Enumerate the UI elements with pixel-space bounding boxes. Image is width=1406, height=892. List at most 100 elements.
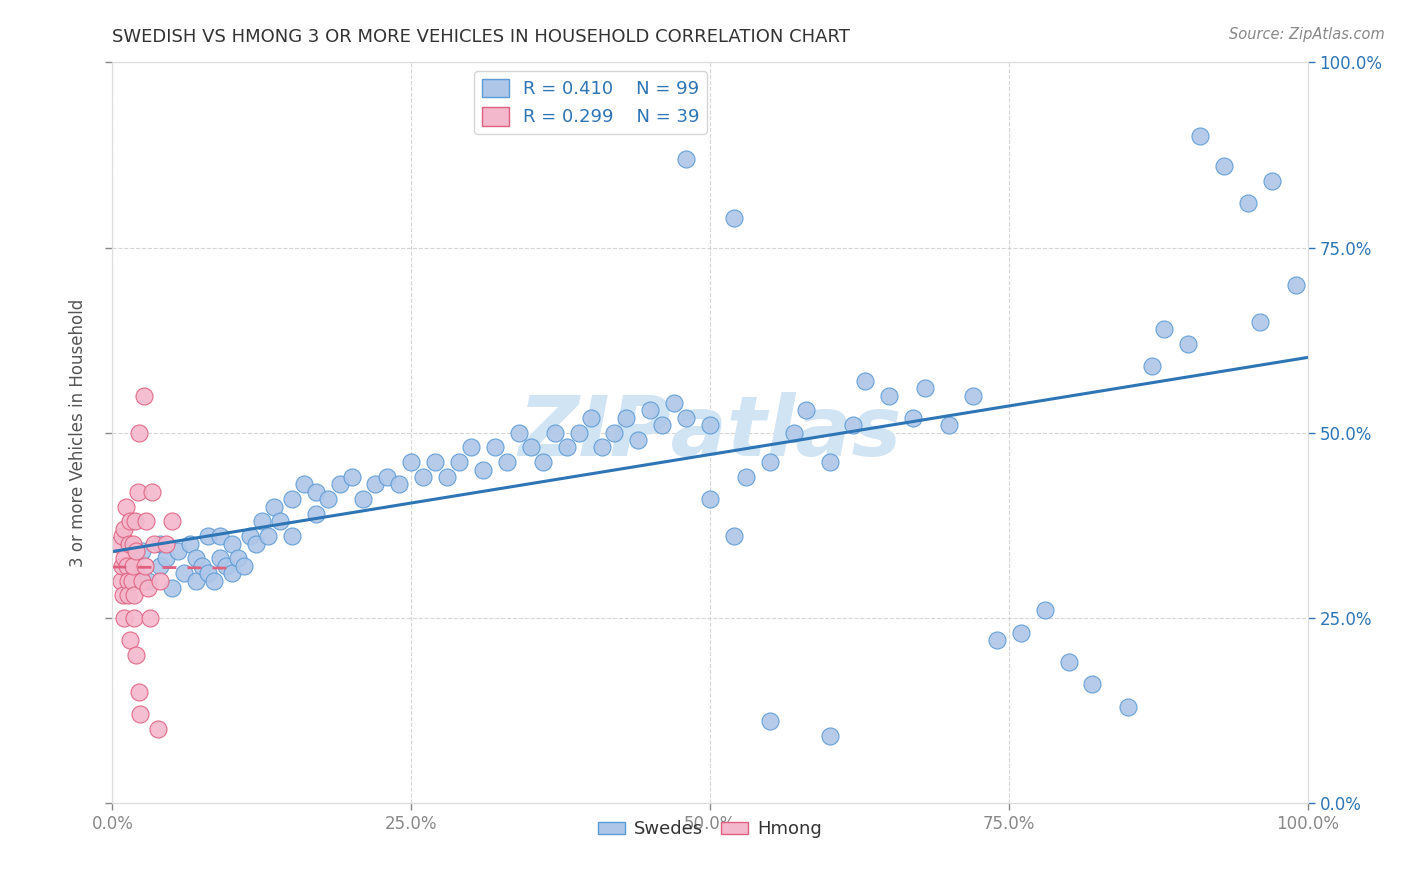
Point [496, 455, 519, 469]
Point [120, 515, 142, 529]
Point [1033, 603, 1056, 617]
Point [186, 551, 208, 566]
Point [1237, 196, 1260, 211]
Point [818, 455, 841, 469]
Point [186, 574, 208, 588]
Point [723, 211, 745, 225]
Point [209, 529, 232, 543]
Point [129, 706, 152, 721]
Point [329, 477, 352, 491]
Point [269, 515, 291, 529]
Point [110, 574, 132, 588]
Point [121, 536, 143, 550]
Point [938, 418, 960, 433]
Point [616, 410, 638, 425]
Point [484, 441, 506, 455]
Point [842, 418, 865, 433]
Y-axis label: 3 or more Vehicles in Household: 3 or more Vehicles in Household [69, 299, 87, 566]
Point [149, 558, 172, 573]
Point [162, 581, 183, 595]
Point [117, 589, 139, 603]
Point [292, 477, 315, 491]
Point [735, 470, 758, 484]
Point [112, 589, 135, 603]
Point [281, 492, 304, 507]
Point [759, 455, 782, 469]
Point [794, 403, 817, 417]
Point [250, 515, 273, 529]
Point [914, 381, 936, 395]
Point [1249, 314, 1271, 328]
Point [114, 500, 136, 514]
Point [316, 492, 339, 507]
Point [1142, 359, 1164, 373]
Point [263, 500, 285, 514]
Point [114, 610, 135, 624]
Point [879, 388, 901, 402]
Point [281, 529, 304, 543]
Point [128, 685, 150, 699]
Point [209, 551, 232, 566]
Point [508, 425, 530, 440]
Point [1285, 277, 1308, 292]
Point [592, 441, 614, 455]
Point [155, 536, 177, 550]
Point [699, 418, 721, 433]
Point [723, 529, 745, 543]
Point [239, 529, 262, 543]
Point [114, 522, 135, 536]
Point [107, 536, 129, 550]
Point [305, 484, 328, 499]
Text: ZIP​atlas: ZIP​atlas [519, 392, 901, 473]
Point [759, 714, 782, 729]
Point [401, 455, 423, 469]
Point [640, 403, 662, 417]
Point [115, 558, 138, 573]
Point [627, 433, 650, 447]
Point [191, 558, 214, 573]
Point [412, 470, 434, 484]
Point [962, 388, 984, 402]
Point [986, 632, 1008, 647]
Point [131, 574, 153, 588]
Point [520, 441, 543, 455]
Point [162, 515, 183, 529]
Point [531, 455, 554, 469]
Point [132, 388, 155, 402]
Point [167, 544, 190, 558]
Point [352, 492, 374, 507]
Point [226, 551, 249, 566]
Point [125, 566, 148, 581]
Point [121, 574, 143, 588]
Point [146, 722, 169, 736]
Point [128, 425, 150, 440]
Point [436, 470, 458, 484]
Point [233, 558, 256, 573]
Point [1081, 677, 1104, 691]
Point [664, 396, 686, 410]
Point [221, 536, 243, 550]
Text: SWEDISH VS HMONG 3 OR MORE VEHICLES IN HOUSEHOLD CORRELATION CHART: SWEDISH VS HMONG 3 OR MORE VEHICLES IN H… [112, 28, 851, 45]
Point [364, 477, 387, 491]
Point [543, 425, 565, 440]
Point [127, 484, 149, 499]
Point [675, 410, 697, 425]
Point [651, 418, 673, 433]
Point [388, 477, 411, 491]
Point [1153, 322, 1175, 336]
Text: Source: ZipAtlas.com: Source: ZipAtlas.com [1229, 27, 1385, 42]
Point [114, 551, 135, 566]
Point [197, 566, 219, 581]
Point [141, 484, 163, 499]
Point [1057, 655, 1080, 669]
Point [111, 529, 134, 543]
Point [215, 558, 238, 573]
Point [202, 574, 225, 588]
Point [138, 574, 160, 588]
Point [120, 632, 142, 647]
Point [447, 455, 470, 469]
Point [221, 566, 243, 581]
Point [138, 610, 160, 624]
Legend: Swedes, Hmong: Swedes, Hmong [591, 814, 830, 846]
Point [818, 729, 841, 743]
